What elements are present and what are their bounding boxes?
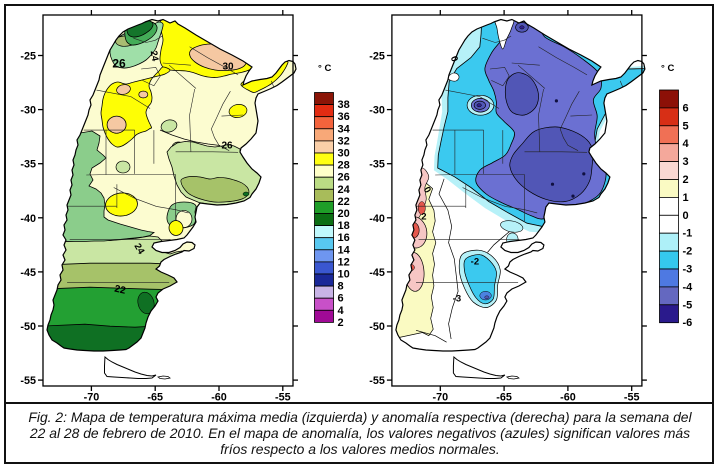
svg-text:-55: -55 — [624, 392, 640, 404]
svg-text:1: 1 — [683, 192, 689, 204]
svg-text:-60: -60 — [211, 392, 227, 404]
svg-text:-4: -4 — [683, 281, 694, 293]
svg-text:12: 12 — [338, 256, 350, 268]
svg-text:2: 2 — [421, 212, 426, 223]
svg-text:-5: -5 — [683, 299, 693, 311]
svg-text:28: 28 — [338, 160, 350, 172]
svg-text:-50: -50 — [369, 321, 385, 333]
svg-text:-30: -30 — [369, 105, 385, 117]
svg-text:26: 26 — [112, 57, 126, 71]
svg-text:-40: -40 — [369, 213, 385, 225]
svg-text:22: 22 — [113, 284, 127, 297]
svg-text:-30: -30 — [20, 105, 36, 117]
svg-text:-35: -35 — [20, 159, 36, 171]
svg-text:16: 16 — [338, 232, 350, 244]
svg-text:32: 32 — [338, 135, 350, 147]
svg-text:-3: -3 — [453, 294, 461, 305]
svg-text:4: 4 — [683, 138, 690, 150]
svg-text:-55: -55 — [369, 375, 385, 387]
svg-text:24: 24 — [338, 184, 351, 196]
svg-text:-2: -2 — [471, 257, 479, 268]
svg-text:24: 24 — [148, 50, 161, 63]
svg-text:6: 6 — [338, 293, 344, 305]
svg-text:° C: ° C — [318, 63, 331, 74]
svg-text:-40: -40 — [20, 213, 36, 225]
svg-text:6: 6 — [683, 102, 689, 114]
svg-text:3: 3 — [683, 156, 689, 168]
svg-text:22: 22 — [338, 196, 350, 208]
svg-text:18: 18 — [338, 220, 350, 232]
svg-text:-70: -70 — [84, 392, 100, 404]
svg-text:-65: -65 — [147, 392, 163, 404]
svg-text:-2: -2 — [683, 246, 693, 258]
svg-text:-3: -3 — [683, 264, 693, 276]
svg-text:26: 26 — [221, 141, 233, 152]
svg-text:-6: -6 — [683, 317, 693, 329]
svg-text:-55: -55 — [20, 375, 36, 387]
svg-text:30: 30 — [222, 62, 234, 73]
svg-text:5: 5 — [683, 120, 689, 132]
svg-text:4: 4 — [338, 305, 345, 317]
svg-text:34: 34 — [338, 123, 351, 135]
svg-text:2: 2 — [683, 174, 689, 186]
svg-text:38: 38 — [338, 99, 350, 111]
svg-text:0: 0 — [448, 55, 460, 64]
svg-text:-65: -65 — [496, 392, 512, 404]
svg-text:2: 2 — [338, 317, 344, 329]
svg-text:-1: -1 — [683, 228, 693, 240]
svg-text:-25: -25 — [20, 51, 36, 63]
svg-text:30: 30 — [338, 148, 350, 160]
svg-text:° C: ° C — [661, 63, 674, 74]
svg-text:36: 36 — [338, 111, 350, 123]
svg-text:-55: -55 — [275, 392, 291, 404]
svg-text:-45: -45 — [369, 267, 385, 279]
svg-text:0: 0 — [683, 210, 689, 222]
svg-text:14: 14 — [338, 244, 351, 256]
svg-text:20: 20 — [338, 208, 350, 220]
svg-text:26: 26 — [338, 172, 350, 184]
svg-text:-45: -45 — [20, 267, 36, 279]
svg-text:-35: -35 — [369, 159, 385, 171]
svg-text:-60: -60 — [560, 392, 576, 404]
svg-text:-50: -50 — [20, 321, 36, 333]
svg-text:0: 0 — [421, 185, 433, 195]
svg-text:8: 8 — [338, 281, 344, 293]
svg-text:-25: -25 — [369, 51, 385, 63]
svg-text:10: 10 — [338, 269, 350, 281]
svg-text:-70: -70 — [432, 392, 448, 404]
